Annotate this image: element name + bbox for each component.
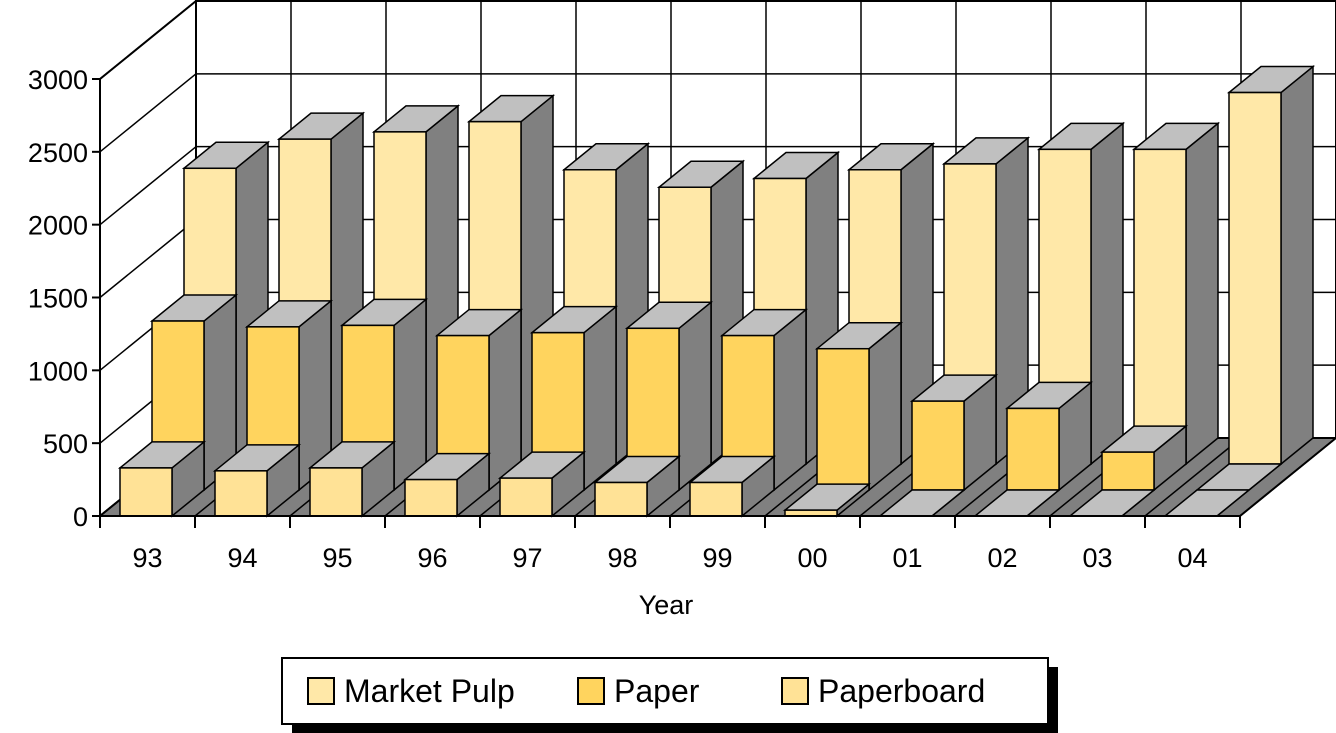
bar [592,454,682,518]
bar [909,373,999,492]
x-tick-label: 99 [702,543,732,573]
y-tick-label: 3000 [28,65,88,95]
legend-swatch [781,677,809,705]
chart-axes [92,78,1241,528]
legend-item: Paper [577,673,700,709]
legend-item: Paperboard [781,673,985,709]
bar [1099,424,1189,492]
bar [1131,121,1221,466]
bar [402,452,492,518]
bar [307,440,397,518]
legend-label: Paper [614,673,700,709]
bar [1004,380,1094,492]
x-tick-label: 95 [322,543,352,573]
bar [497,450,587,518]
x-tick-label: 93 [132,543,162,573]
floor-line [1239,437,1336,517]
x-tick-label: 98 [607,543,637,573]
x-tick-label: 01 [892,543,922,573]
legend-swatch [307,677,335,705]
legend-box [281,657,1049,725]
legend-item: Market Pulp [307,673,515,709]
legend-swatch [577,677,605,705]
legend-label: Paperboard [818,673,985,709]
x-tick-label: 97 [512,543,542,573]
bar [117,440,207,518]
x-tick-label: 94 [227,543,257,573]
bar [212,443,302,518]
y-tick-label: 500 [43,429,88,459]
y-tick-labels: 0 500 1000 1500 2000 2500 3000 [28,65,88,532]
bar [687,454,777,518]
legend-label: Market Pulp [344,673,515,709]
x-tick-label: 02 [987,543,1017,573]
x-tick-label: 96 [417,543,447,573]
x-tick-label: 04 [1177,543,1207,573]
legend-items: Market Pulp Paper Paperboard [307,673,985,709]
floor-line [1144,437,1242,517]
x-tick-label: 00 [797,543,827,573]
bar [782,482,872,518]
y-tick-label: 1000 [28,356,88,386]
x-axis-title: Year [639,590,694,620]
y-tick-label: 2000 [28,211,88,241]
y-tick-label: 0 [73,502,88,532]
legend: Market Pulp Paper Paperboard [281,657,1058,733]
y-tick-label: 2500 [28,138,88,168]
series-paperboard [117,440,1252,518]
bar [1226,64,1316,466]
x-tick-labels: 93 94 95 96 97 98 99 00 01 02 03 04 [132,543,1207,573]
x-tick-label: 03 [1082,543,1112,573]
bar [814,321,904,492]
chart-bars [117,64,1316,518]
y-tick-label: 1500 [28,284,88,314]
